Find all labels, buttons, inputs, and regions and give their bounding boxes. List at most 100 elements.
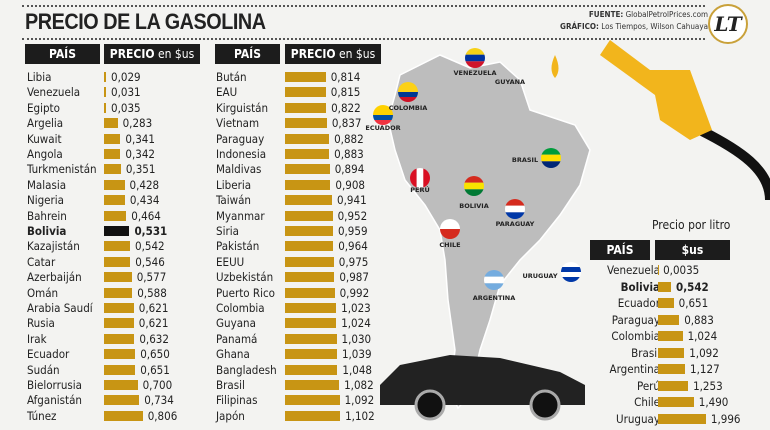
table-row: Chile 1,490 [580,394,770,410]
map-label: URUGUAY [522,272,557,280]
price-value: 1,048 [342,362,372,377]
flag-icon [398,82,418,102]
price-bar [104,241,131,252]
table-row: Egipto 0,035 [27,100,227,116]
country-name: Liberia [216,177,252,192]
price-value: 1,024 [341,316,371,331]
table-row: Arabia Saudí 0,621 [27,300,227,316]
country-name: Malasia [27,177,67,192]
country-name: Irak [27,331,47,346]
country-name: Sudán [27,362,60,377]
table-row: EAU 0,815 [216,84,416,100]
price-bar [104,118,118,129]
price-bar [104,333,135,344]
country-name: Brasil [631,345,660,360]
table-row: Ghana 1,039 [216,346,416,362]
country-name: Ghana [216,347,250,362]
country-name: Venezuela [606,263,660,277]
price-value: 0,0035 [663,263,700,277]
header-usd: $us [655,240,730,260]
pump-hose [697,125,770,201]
price-bar [104,395,140,406]
price-value: 0,814 [330,70,361,84]
country-name: Omán [27,285,59,300]
country-name: Argentina [609,362,660,376]
price-value: 0,464 [131,208,161,223]
credits: FUENTE: GlobalPetrolPrices.com GRÁFICO: … [560,9,708,33]
price-bar [285,410,341,421]
price-bar [658,397,694,407]
price-value: 1,023 [341,301,371,315]
price-value: 0,428 [129,177,160,192]
price-bar [104,318,134,329]
table-row: Vietnam 0,837 [216,115,416,131]
price-bar [658,380,689,391]
country-name: Chile [634,395,660,409]
price-value: 0,837 [331,116,362,131]
price-value: 0,031 [111,85,141,100]
flag-icon [373,105,393,125]
divider [22,5,705,7]
country-name: Myanmar [216,208,265,223]
price-bar [104,164,121,175]
price-value: 0,987 [339,270,369,285]
table-row: Taiwán 0,941 [216,192,416,208]
table-row: Sudán 0,651 [27,362,227,378]
price-value: 0,959 [337,224,368,238]
country-name: Maldivas [216,162,262,177]
country-name: Kirguistán [216,100,269,115]
price-bar [104,179,125,190]
price-bar [285,72,326,82]
country-name: Uruguay [616,411,660,426]
country-name: Bielorrusia [27,378,83,392]
price-bar [104,303,134,313]
header-price-2: PRECIO en $us [285,44,381,64]
country-name: Colombia [611,329,660,343]
price-value: 1,039 [341,347,372,362]
price-bar [285,179,331,190]
table-row: Colombia 1,023 [216,300,416,316]
header-price-unit: en $us [154,47,195,61]
country-name: Brasil [216,378,245,392]
map-label: BOLIVIA [459,202,489,210]
table-row: Catar 0,546 [27,254,227,270]
table-row: Venezuela 0,0035 [580,262,770,278]
table-row: Túnez 0,806 [27,408,227,424]
flag-icon [410,168,430,188]
country-name: Kuwait [27,131,62,146]
price-bar [285,318,337,329]
country-name: Panamá [216,331,258,346]
price-bar [658,314,680,325]
price-bar [104,410,143,421]
table-row: Brasil 1,092 [580,345,770,361]
price-bar [104,364,136,375]
country-name: Afganistán [27,393,82,408]
right-table-title: Precio por litro [652,218,731,232]
table-row: Bután 0,814 [216,69,416,85]
header-country-2: PAÍS [215,44,280,64]
table-row: Paraguay 0,882 [216,131,416,147]
flag-icon [561,262,581,282]
price-bar [104,102,106,113]
table-row: Turkmenistán 0,351 [27,161,227,177]
price-bar [285,256,334,267]
price-bar [658,413,706,424]
price-bar [658,331,683,341]
source: GlobalPetrolPrices.com [625,10,708,19]
table-row: Maldivas 0,894 [216,161,416,177]
price-value: 0,531 [134,224,168,238]
table-row: Ecuador 0,650 [27,346,227,362]
price-value: 0,542 [135,239,165,254]
price-bar [104,349,136,360]
table-row: Siria 0,959 [216,223,416,239]
price-value: 0,894 [334,162,365,177]
country-name: Turkmenistán [27,162,97,177]
south-america-map [387,54,591,410]
graphic-label: GRÁFICO: [560,22,599,31]
table-row: Kirguistán 0,822 [216,100,416,116]
price-value: 0,650 [140,347,170,362]
table-row: Afganistán 0,734 [27,392,227,408]
header-price-bold: PRECIO [109,47,155,61]
map-label: GUYANA [495,78,525,86]
table-row: Venezuela 0,031 [27,84,227,100]
